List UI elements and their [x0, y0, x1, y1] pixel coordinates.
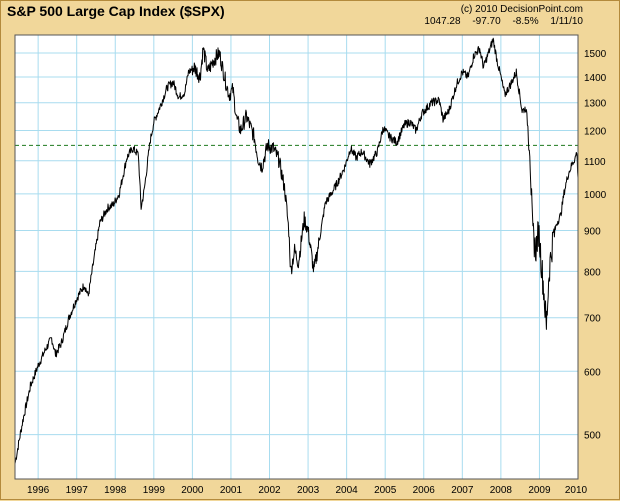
y-tick-label: 500	[584, 431, 601, 442]
x-tick-label: 2004	[336, 485, 359, 496]
x-tick-label: 1999	[143, 485, 166, 496]
x-tick-label: 2006	[413, 485, 436, 496]
chart-title: S&P 500 Large Cap Index ($SPX)	[7, 3, 225, 19]
y-axis: 500 600 700 800 900 1000 1100 1200 1300 1400 1500	[584, 49, 607, 442]
x-tick-label: 1997	[66, 485, 89, 496]
x-tick-label: 2010	[565, 485, 588, 496]
x-tick-label: 2007	[451, 485, 474, 496]
plot-border	[14, 34, 579, 480]
y-tick-label: 900	[584, 226, 601, 237]
y-tick-label: 1200	[584, 127, 607, 138]
x-tick-label: 2000	[181, 485, 204, 496]
y-tick-label: 1400	[584, 73, 607, 84]
readout-last: 1047.28	[424, 16, 461, 27]
y-tick-label: 1100	[584, 157, 606, 168]
y-tick-label: 1500	[584, 49, 607, 60]
y-tick-label: 700	[584, 314, 601, 325]
y-tick-label: 1000	[584, 190, 607, 201]
x-tick-label: 1996	[27, 485, 50, 496]
y-tick-label: 800	[584, 267, 601, 278]
x-tick-label: 2008	[490, 485, 513, 496]
y-tick-label: 1300	[584, 99, 607, 110]
price-readout: 1047.28 -97.70 -8.5% 1/11/10	[415, 16, 583, 27]
readout-change: -97.70	[472, 16, 501, 27]
x-tick-label: 2009	[528, 485, 551, 496]
x-tick-label: 2002	[258, 485, 281, 496]
x-tick-label: 2003	[297, 485, 320, 496]
copyright-credit: (c) 2010 DecisionPoint.com	[460, 4, 583, 15]
grid-lines	[15, 35, 578, 479]
price-series-line	[14, 37, 579, 464]
y-tick-label: 600	[584, 367, 601, 378]
x-axis: 1996 1997 1998 1999 2000 2001 2002 2003 2004 2005…	[27, 485, 588, 496]
x-tick-label: 2005	[374, 485, 397, 496]
readout-percent: -8.5%	[512, 16, 539, 27]
x-tick-label: 1998	[104, 485, 127, 496]
x-tick-label: 2001	[220, 485, 243, 496]
readout-date: 1/11/10	[550, 16, 583, 27]
